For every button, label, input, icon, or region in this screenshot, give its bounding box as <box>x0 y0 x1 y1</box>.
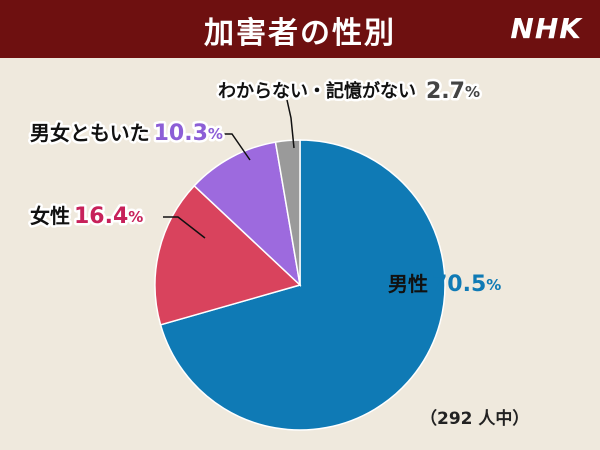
slice-label-0: 男性 70.5% <box>388 272 501 298</box>
slice-unit-2: % <box>208 125 223 143</box>
slice-name-1: 女性 <box>30 204 70 228</box>
pie-slice-0 <box>159 139 446 431</box>
slice-value-1: 16.4 <box>74 204 128 229</box>
slice-label-1: 女性 16.4% <box>30 204 143 230</box>
slice-value-2: 10.3 <box>154 121 208 146</box>
slice-label-2: 男女ともいた 10.3% <box>30 121 223 147</box>
pie-slice-3 <box>274 139 301 286</box>
pie-slice-2 <box>193 141 302 288</box>
slice-name-2: 男女ともいた <box>30 121 150 145</box>
slice-unit-1: % <box>128 208 143 226</box>
slice-unit-0: % <box>486 276 501 294</box>
chart-title: 加害者の性別 <box>204 16 396 51</box>
slice-name-0: 男性 <box>388 272 428 296</box>
slice-label-3: わからない・記憶がない 2.7% <box>218 79 480 104</box>
sample-size-note: （292 人中） <box>420 409 530 429</box>
leader-line-3 <box>286 99 295 149</box>
leader-line-2 <box>218 133 251 161</box>
slice-value-3: 2.7 <box>426 79 465 104</box>
leader-line-1 <box>163 216 206 239</box>
nhk-logo: NHK <box>510 12 582 45</box>
slice-name-3: わからない・記憶がない <box>218 80 416 102</box>
header-bar: 加害者の性別 NHK <box>0 0 600 58</box>
slice-unit-3: % <box>465 83 480 101</box>
slice-value-0: 70.5 <box>432 272 486 297</box>
pie-slice-1 <box>154 184 302 326</box>
